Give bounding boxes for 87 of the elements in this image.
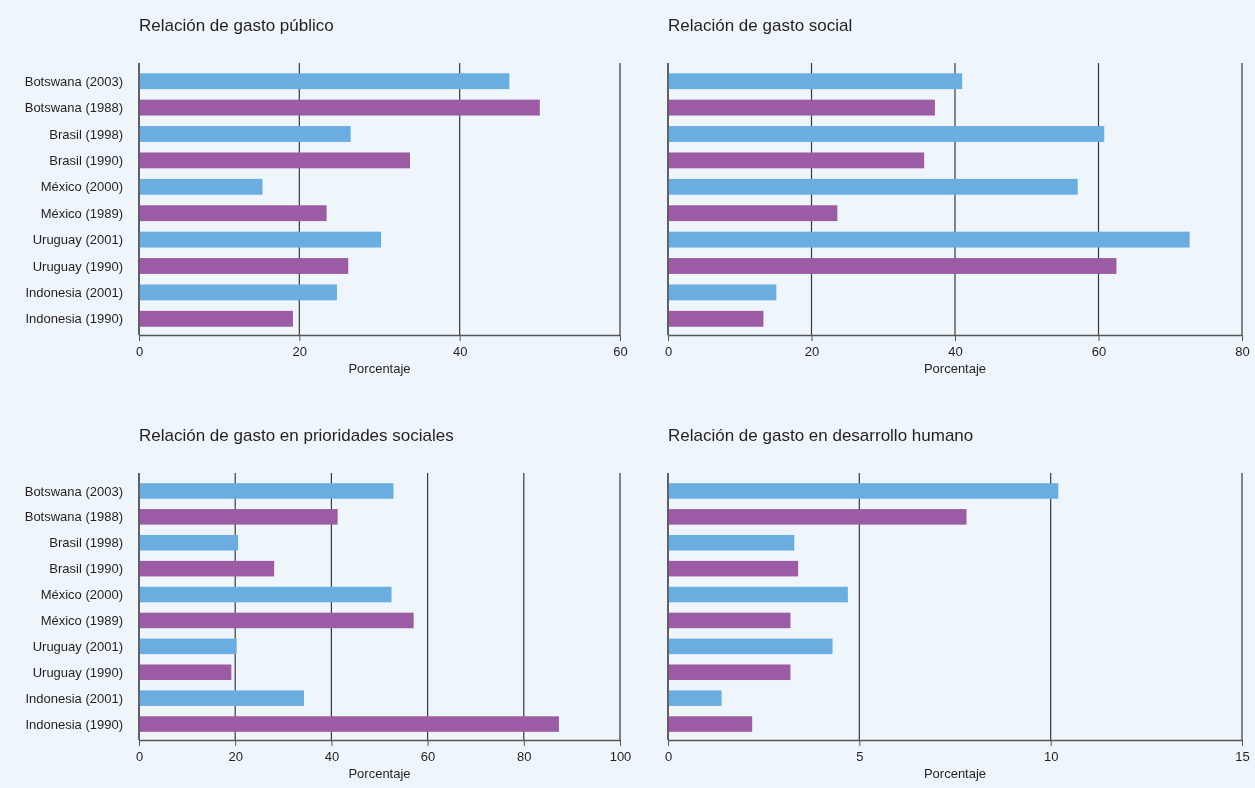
- bar: [139, 534, 239, 551]
- bar: [139, 152, 410, 169]
- bar: [668, 99, 935, 116]
- x-tick-label: 0: [135, 343, 144, 359]
- y-tick-label: Uruguay (2001): [32, 638, 123, 654]
- bar: [668, 716, 753, 732]
- bar: [668, 205, 838, 222]
- chart-title: Relación de gasto en desarrollo humano: [668, 426, 974, 445]
- y-tick-label: Uruguay (1990): [32, 258, 123, 274]
- bar: [668, 483, 1059, 499]
- x-tick-label: 15: [1235, 748, 1250, 764]
- bar: [139, 258, 349, 274]
- y-tick-label: Indonesia (2001): [25, 690, 123, 706]
- bar: [139, 560, 275, 577]
- x-axis-title: Porcentaje: [923, 766, 987, 781]
- chart-title: Relación de gasto en prioridades sociales: [139, 426, 454, 445]
- x-tick-label: 20: [228, 748, 243, 764]
- y-tick-label: Brasil (1998): [49, 126, 123, 142]
- y-tick-label: Indonesia (1990): [25, 716, 123, 732]
- bar: [139, 205, 327, 222]
- bar: [139, 99, 540, 116]
- x-axis-title: Porcentaje: [348, 361, 411, 376]
- x-tick-label: 0: [664, 748, 673, 764]
- x-tick-label: 40: [324, 748, 340, 764]
- bar: [139, 483, 394, 499]
- y-tick-label: México (1989): [40, 613, 123, 628]
- bar: [139, 638, 237, 655]
- y-tick-label: Botswana (2003): [24, 483, 123, 499]
- bar: [668, 690, 722, 706]
- bar: [139, 586, 392, 603]
- x-tick-label: 100: [609, 748, 632, 764]
- x-tick-label: 80: [517, 748, 532, 764]
- bar: [668, 284, 777, 301]
- bar: [139, 231, 382, 248]
- bar: [139, 509, 338, 525]
- bar: [668, 638, 833, 655]
- bar: [139, 284, 338, 301]
- bar: [668, 509, 967, 525]
- bar: [139, 73, 510, 90]
- bar: [668, 612, 791, 629]
- bar: [668, 586, 848, 603]
- y-tick-label: Botswana (1988): [24, 100, 123, 116]
- bar: [139, 690, 304, 706]
- bar: [668, 178, 1078, 195]
- y-tick-label: Uruguay (2001): [32, 232, 123, 248]
- x-tick-label: 20: [292, 343, 308, 359]
- y-tick-label: México (1989): [40, 205, 123, 221]
- x-tick-label: 60: [1091, 343, 1107, 359]
- x-tick-label: 0: [664, 343, 673, 359]
- y-tick-label: México (2000): [40, 179, 123, 195]
- bar: [139, 178, 263, 195]
- x-tick-label: 40: [948, 343, 963, 359]
- x-tick-label: 60: [613, 343, 628, 359]
- x-tick-label: 60: [420, 748, 436, 764]
- bar: [139, 612, 414, 629]
- bar: [668, 152, 925, 169]
- y-tick-label: Brasil (1998): [49, 535, 123, 551]
- chart-title: Relación de gasto público: [139, 16, 334, 35]
- y-tick-label: Indonesia (2001): [25, 284, 123, 300]
- x-tick-label: 80: [1235, 343, 1250, 359]
- bar: [139, 310, 293, 327]
- y-tick-label: México (2000): [40, 587, 123, 603]
- x-tick-label: 20: [804, 343, 820, 359]
- bar: [139, 664, 232, 681]
- bar: [668, 231, 1190, 248]
- y-tick-label: Botswana (2003): [24, 73, 123, 89]
- x-tick-label: 5: [856, 748, 864, 764]
- x-tick-label: 10: [1043, 748, 1059, 764]
- bar: [668, 560, 799, 577]
- bar: [139, 716, 559, 732]
- bar: [668, 73, 963, 90]
- bar: [668, 258, 1117, 274]
- x-axis-title: Porcentaje: [923, 361, 987, 376]
- y-tick-label: Brasil (1990): [49, 561, 123, 577]
- x-tick-label: 40: [452, 343, 468, 359]
- bar: [668, 664, 791, 681]
- x-axis-title: Porcentaje: [348, 766, 411, 781]
- y-tick-label: Indonesia (1990): [25, 311, 123, 327]
- bar: [668, 126, 1105, 142]
- x-tick-label: 0: [135, 748, 144, 764]
- y-tick-label: Brasil (1990): [49, 152, 123, 168]
- bar: [668, 534, 795, 551]
- chart-title: Relación de gasto social: [668, 16, 853, 35]
- y-tick-label: Uruguay (1990): [32, 664, 123, 680]
- bar: [139, 126, 351, 142]
- y-tick-label: Botswana (1988): [24, 509, 123, 525]
- bar: [668, 310, 764, 327]
